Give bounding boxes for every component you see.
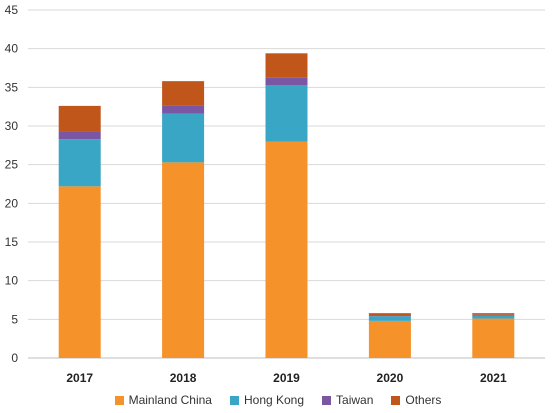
y-tick-label: 10 (5, 274, 19, 288)
y-tick-label: 30 (5, 119, 19, 133)
x-tick-label: 2018 (170, 371, 197, 385)
legend-label: Taiwan (336, 393, 374, 407)
x-tick-label: 2017 (66, 371, 93, 385)
bar-segment (472, 318, 515, 358)
bar-segment (368, 316, 411, 321)
legend-label: Mainland China (128, 393, 212, 407)
x-axis: 2017 2018 2019 2020 2021 (66, 371, 507, 385)
bar-segment (162, 162, 205, 358)
bar-segment (265, 141, 308, 358)
legend: Mainland China Hong Kong Taiwan Others (0, 393, 556, 407)
bar-segment (265, 85, 308, 142)
bar-segment (58, 186, 101, 358)
bar-segment (472, 315, 515, 319)
legend-swatch (322, 395, 332, 405)
bar-segment (368, 320, 411, 358)
bar-segment (265, 77, 308, 86)
bar-segment (368, 313, 411, 316)
y-tick-label: 15 (5, 235, 19, 249)
legend-label: Hong Kong (243, 393, 305, 407)
bar-segment (162, 113, 205, 163)
x-tick-label: 2021 (480, 371, 507, 385)
legend-swatch (229, 395, 239, 405)
bar-segment (472, 314, 515, 316)
bar-segment (162, 81, 205, 106)
bar-segment (58, 139, 101, 187)
legend-item: Mainland China (114, 393, 212, 407)
bar-segment (472, 313, 515, 315)
legend-item: Taiwan (322, 393, 373, 407)
legend-swatch (391, 395, 401, 405)
bar-segment (162, 105, 205, 114)
y-tick-label: 20 (5, 196, 19, 210)
y-axis: 0 5 10 15 20 25 30 35 40 45 (5, 3, 19, 365)
y-tick-label: 5 (11, 312, 18, 326)
bar-segment (58, 105, 101, 132)
x-tick-label: 2019 (273, 371, 300, 385)
y-tick-label: 40 (5, 42, 19, 56)
x-tick-label: 2020 (377, 371, 404, 385)
legend-item: Others (391, 393, 441, 407)
bar-segment (265, 53, 308, 78)
legend-label: Others (405, 393, 442, 407)
bar-segment (58, 131, 101, 140)
y-tick-label: 45 (5, 3, 19, 17)
legend-swatch (114, 395, 124, 405)
bars (58, 53, 515, 358)
y-tick-label: 35 (5, 80, 19, 94)
y-tick-label: 25 (5, 158, 19, 172)
y-tick-label: 0 (11, 351, 18, 365)
legend-item: Hong Kong (229, 393, 305, 407)
bar-segment (368, 315, 411, 317)
